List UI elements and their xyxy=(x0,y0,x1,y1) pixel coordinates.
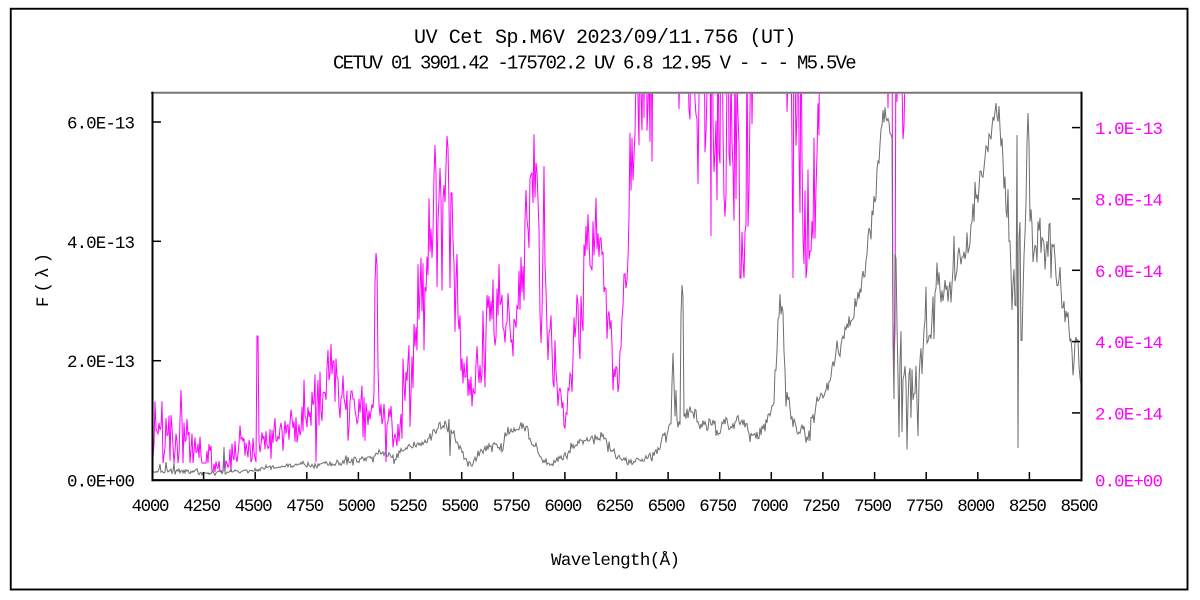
svg-text:4500: 4500 xyxy=(235,497,273,517)
svg-text:7250: 7250 xyxy=(802,497,840,517)
svg-text:8000: 8000 xyxy=(957,497,995,517)
svg-text:4.0E-14: 4.0E-14 xyxy=(1095,334,1163,354)
svg-text:6.0E-14: 6.0E-14 xyxy=(1095,263,1163,283)
svg-text:7750: 7750 xyxy=(906,497,944,517)
svg-text:5500: 5500 xyxy=(441,497,479,517)
svg-text:4000: 4000 xyxy=(132,497,170,517)
svg-text:7500: 7500 xyxy=(854,497,892,517)
svg-text:6500: 6500 xyxy=(648,497,686,517)
svg-text:5000: 5000 xyxy=(338,497,376,517)
svg-text:6750: 6750 xyxy=(699,497,737,517)
svg-text:0.0E+00: 0.0E+00 xyxy=(67,473,135,493)
svg-text:4.0E-13: 4.0E-13 xyxy=(67,234,135,254)
svg-text:CETUV 01 3901.42 -175702.2 UV: CETUV 01 3901.42 -175702.2 UV 6.8 12.95 … xyxy=(333,53,856,75)
svg-text:5750: 5750 xyxy=(493,497,531,517)
svg-text:6.0E-13: 6.0E-13 xyxy=(67,115,135,135)
svg-text:0.0E+00: 0.0E+00 xyxy=(1095,473,1163,493)
svg-text:5250: 5250 xyxy=(390,497,428,517)
svg-text:7000: 7000 xyxy=(751,497,789,517)
svg-text:6000: 6000 xyxy=(544,497,582,517)
svg-text:8500: 8500 xyxy=(1061,497,1099,517)
svg-text:UV Cet Sp.M6V 2023/09/11.756: UV Cet Sp.M6V 2023/09/11.756 (UT) xyxy=(414,27,795,50)
svg-text:2.0E-14: 2.0E-14 xyxy=(1095,405,1163,425)
svg-text:8.0E-14: 8.0E-14 xyxy=(1095,191,1163,211)
svg-text:1.0E-13: 1.0E-13 xyxy=(1095,120,1163,140)
svg-text:4250: 4250 xyxy=(183,497,221,517)
svg-text:2.0E-13: 2.0E-13 xyxy=(67,353,135,373)
svg-text:8250: 8250 xyxy=(1009,497,1047,517)
svg-text:Wavelength(Å): Wavelength(Å) xyxy=(551,550,680,571)
svg-text:6250: 6250 xyxy=(596,497,634,517)
svg-text:4750: 4750 xyxy=(286,497,324,517)
